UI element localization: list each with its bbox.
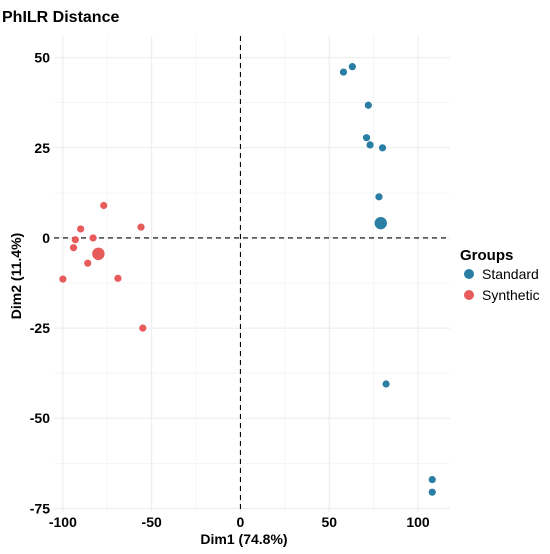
synthetic-point — [71, 236, 79, 244]
y-tick-label: 0 — [42, 230, 50, 246]
y-axis-label: Dim2 (11.4%) — [8, 233, 24, 319]
y-axis-ticks: 50 25 0 -25 -50 -75 — [30, 50, 50, 517]
legend: Groups Standard Synthetic — [460, 247, 540, 303]
x-tick-label: 100 — [406, 514, 430, 530]
x-axis-ticks: -100 -50 0 50 100 — [49, 514, 430, 530]
y-tick-label: -25 — [30, 320, 50, 336]
standard-point — [362, 134, 371, 142]
synthetic-point — [77, 225, 85, 233]
y-tick-label: 25 — [34, 140, 50, 156]
standard-centroid-point — [374, 216, 387, 230]
synthetic-point — [139, 324, 147, 332]
y-tick-label: 50 — [34, 50, 50, 66]
standard-point — [339, 68, 348, 76]
standard-point — [364, 101, 372, 109]
legend-item-standard: Standard — [482, 266, 539, 282]
x-tick-label: -100 — [49, 514, 77, 530]
legend-item-synthetic: Synthetic — [482, 287, 540, 303]
x-axis-label: Dim1 (74.8%) — [200, 531, 287, 547]
synthetic-point — [69, 244, 78, 252]
synthetic-point — [137, 223, 145, 231]
synthetic-point — [84, 259, 92, 267]
legend-title: Groups — [460, 247, 513, 264]
x-tick-label: 0 — [237, 514, 245, 530]
standard-point — [378, 144, 387, 152]
standard-point — [348, 63, 356, 71]
reference-lines — [54, 36, 450, 512]
synthetic-point — [59, 275, 67, 283]
standard-point — [428, 488, 436, 496]
synthetic-point — [114, 274, 122, 282]
grid-lines — [54, 36, 450, 512]
y-tick-label: -50 — [30, 410, 50, 426]
x-tick-label: -50 — [142, 514, 162, 530]
synthetic-point — [89, 234, 97, 242]
standard-point — [428, 475, 436, 484]
y-tick-label: -75 — [30, 500, 50, 516]
standard-point — [366, 141, 374, 149]
synthetic-point — [100, 201, 108, 210]
synthetic-centroid-point — [92, 247, 105, 261]
chart-title: PhILR Distance — [2, 9, 119, 26]
data-points — [59, 63, 436, 496]
legend-marker-standard — [464, 269, 474, 279]
standard-point — [382, 380, 390, 388]
standard-point — [375, 193, 383, 201]
legend-marker-synthetic — [464, 290, 474, 300]
x-tick-label: 50 — [321, 514, 337, 530]
